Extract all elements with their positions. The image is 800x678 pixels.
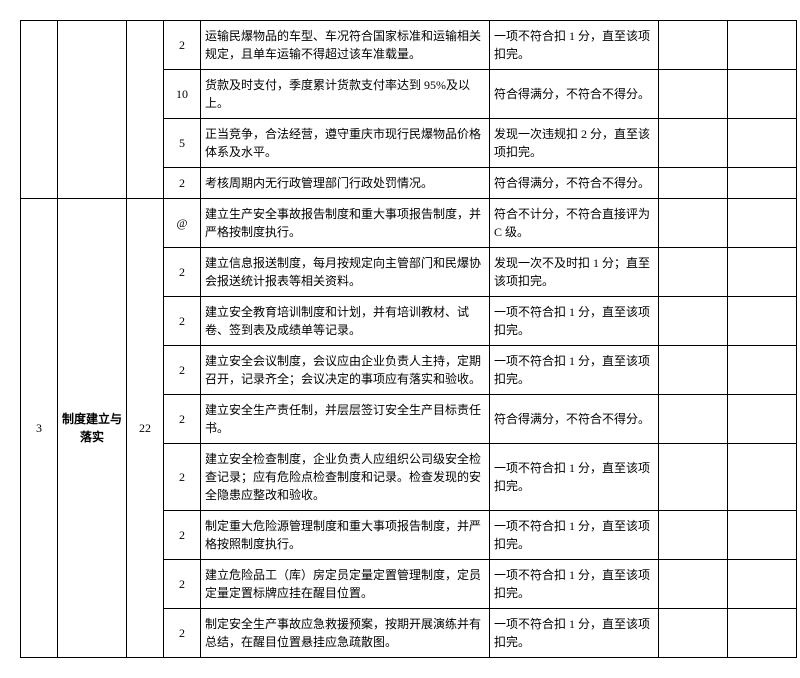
points-cell: 2 [164, 168, 201, 199]
rule-cell: 符合不计分，不符合直接评为 C 级。 [490, 199, 659, 248]
desc-cell: 建立安全会议制度，会议应由企业负责人主持，定期召开，记录齐全；会议决定的事项应有… [201, 346, 490, 395]
idx-cell: 3 [21, 199, 58, 658]
desc-cell: 考核周期内无行政管理部门行政处罚情况。 [201, 168, 490, 199]
rule-cell: 一项不符合扣 1 分，直至该项扣完。 [490, 609, 659, 658]
empty-cell [659, 168, 728, 199]
desc-cell: 建立安全教育培训制度和计划，并有培训教材、试卷、签到表及成绩单等记录。 [201, 297, 490, 346]
points-cell: 2 [164, 248, 201, 297]
desc-cell: 建立信息报送制度，每月按规定向主管部门和民爆协会报送统计报表等相关资料。 [201, 248, 490, 297]
desc-cell: 货款及时支付，季度累计货款支付率达到 95%及以上。 [201, 70, 490, 119]
points-cell: 10 [164, 70, 201, 119]
empty-cell [728, 70, 797, 119]
desc-cell: 建立安全生产责任制，并层层签订安全生产目标责任书。 [201, 395, 490, 444]
empty-cell [659, 297, 728, 346]
rule-cell: 一项不符合扣 1 分，直至该项扣完。 [490, 297, 659, 346]
points-cell: 5 [164, 119, 201, 168]
desc-cell: 运输民爆物品的车型、车况符合国家标准和运输相关规定，且单车运输不得超过该车准载量… [201, 21, 490, 70]
empty-cell [659, 21, 728, 70]
empty-cell [659, 346, 728, 395]
empty-cell [659, 199, 728, 248]
points-cell: 2 [164, 511, 201, 560]
points-cell: 2 [164, 444, 201, 511]
empty-cell [728, 168, 797, 199]
empty-cell [728, 119, 797, 168]
desc-cell: 建立危险品工（库）房定员定量定置管理制度，定员定量定置标牌应挂在醒目位置。 [201, 560, 490, 609]
cat-cell: 制度建立与落实 [58, 199, 127, 658]
empty-cell [659, 395, 728, 444]
empty-cell [659, 609, 728, 658]
points-cell: 2 [164, 560, 201, 609]
empty-cell [728, 346, 797, 395]
empty-cell [659, 560, 728, 609]
assessment-table: 2 运输民爆物品的车型、车况符合国家标准和运输相关规定，且单车运输不得超过该车准… [20, 20, 797, 658]
empty-cell [728, 609, 797, 658]
total-cell: 22 [127, 199, 164, 658]
rule-cell: 符合得满分，不符合不得分。 [490, 70, 659, 119]
empty-cell [728, 511, 797, 560]
table-row: 2 运输民爆物品的车型、车况符合国家标准和运输相关规定，且单车运输不得超过该车准… [21, 21, 797, 70]
rule-cell: 符合得满分，不符合不得分。 [490, 168, 659, 199]
points-cell: @ [164, 199, 201, 248]
points-cell: 2 [164, 395, 201, 444]
empty-cell [728, 395, 797, 444]
rule-cell: 发现一次不及时扣 1 分；直至该项扣完。 [490, 248, 659, 297]
empty-cell [728, 444, 797, 511]
empty-cell [659, 444, 728, 511]
desc-cell: 建立安全检查制度，企业负责人应组织公司级安全检查记录；应有危险点检查制度和记录。… [201, 444, 490, 511]
empty-cell [728, 21, 797, 70]
points-cell: 2 [164, 21, 201, 70]
total-cell-empty [127, 21, 164, 199]
rule-cell: 一项不符合扣 1 分，直至该项扣完。 [490, 444, 659, 511]
rule-cell: 符合得满分，不符合不得分。 [490, 395, 659, 444]
rule-cell: 一项不符合扣 1 分，直至该项扣完。 [490, 346, 659, 395]
points-cell: 2 [164, 609, 201, 658]
rule-cell: 一项不符合扣 1 分，直至该项扣完。 [490, 560, 659, 609]
idx-cell-empty [21, 21, 58, 199]
rule-cell: 一项不符合扣 1 分，直至该项扣完。 [490, 21, 659, 70]
desc-cell: 建立生产安全事故报告制度和重大事项报告制度，并严格按制度执行。 [201, 199, 490, 248]
desc-cell: 制定安全生产事故应急救援预案，按期开展演练并有总结，在醒目位置悬挂应急疏散图。 [201, 609, 490, 658]
empty-cell [728, 248, 797, 297]
desc-cell: 制定重大危险源管理制度和重大事项报告制度，并严格按照制度执行。 [201, 511, 490, 560]
rule-cell: 一项不符合扣 1 分，直至该项扣完。 [490, 511, 659, 560]
empty-cell [659, 511, 728, 560]
empty-cell [728, 297, 797, 346]
empty-cell [728, 199, 797, 248]
table-row: 3 制度建立与落实 22 @ 建立生产安全事故报告制度和重大事项报告制度，并严格… [21, 199, 797, 248]
desc-cell: 正当竞争，合法经营，遵守重庆市现行民爆物品价格体系及水平。 [201, 119, 490, 168]
cat-cell-empty [58, 21, 127, 199]
points-cell: 2 [164, 346, 201, 395]
points-cell: 2 [164, 297, 201, 346]
empty-cell [659, 119, 728, 168]
rule-cell: 发现一次违规扣 2 分，直至该项扣完。 [490, 119, 659, 168]
empty-cell [728, 560, 797, 609]
empty-cell [659, 70, 728, 119]
empty-cell [659, 248, 728, 297]
